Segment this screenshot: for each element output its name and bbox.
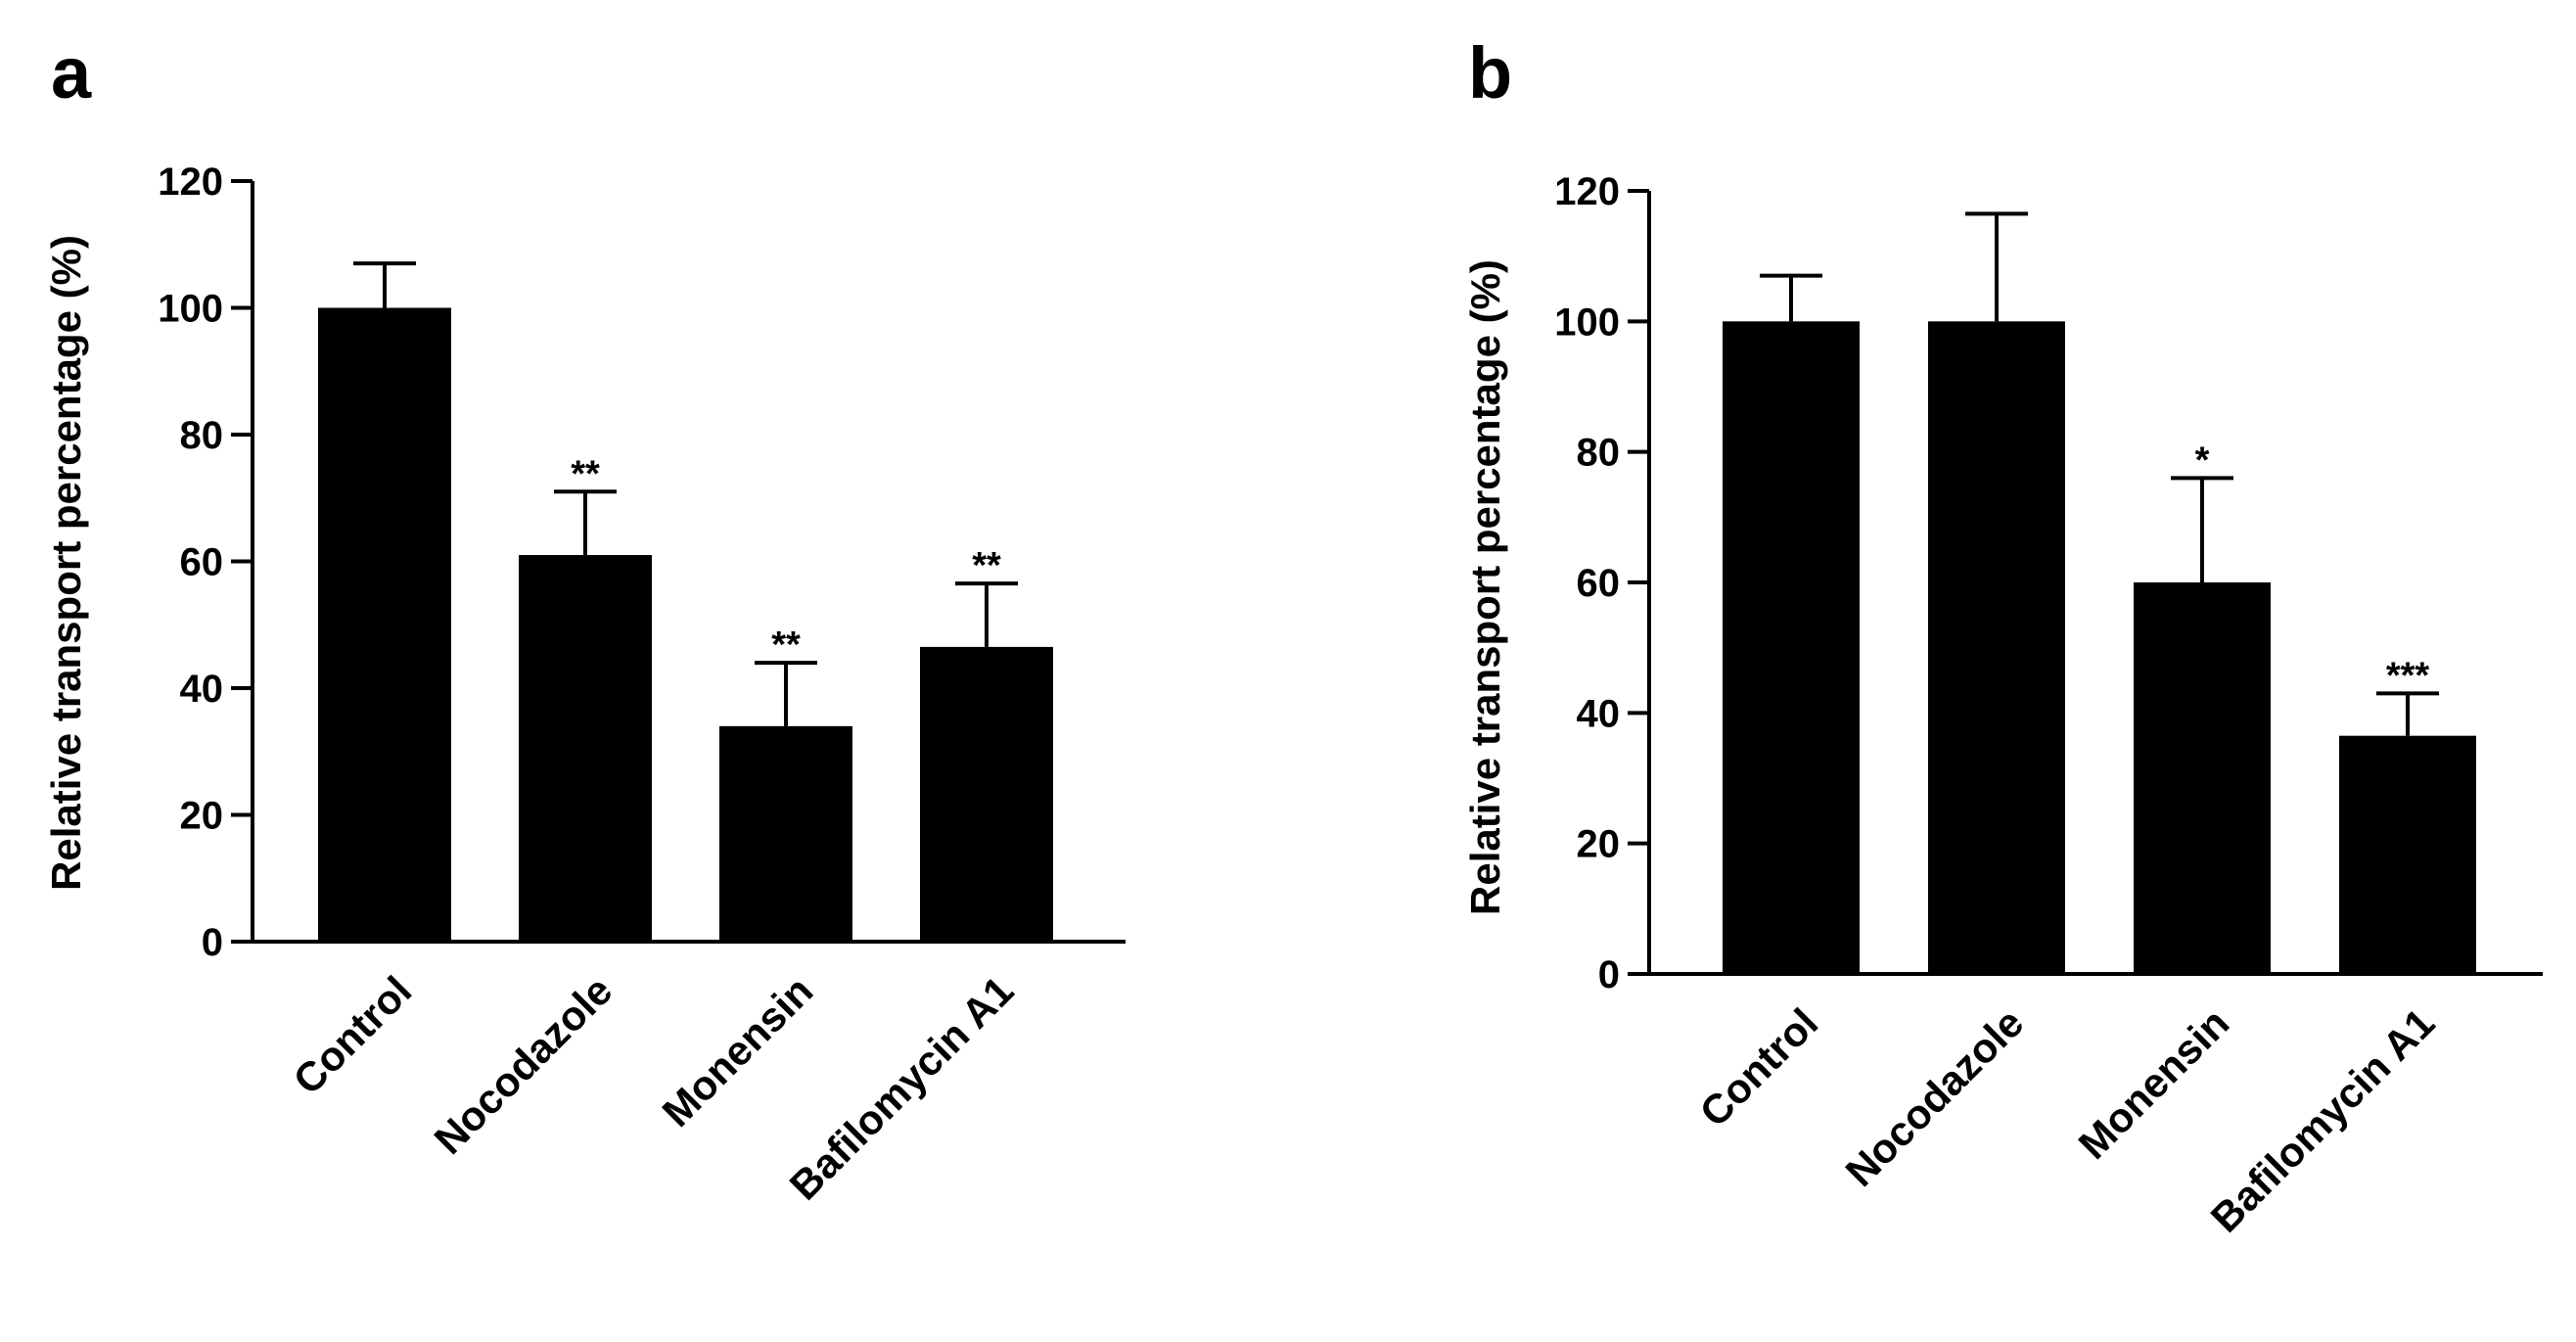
bar-nocodazole xyxy=(1928,321,2065,974)
y-tick-label: 20 xyxy=(1577,823,1621,866)
x-tick-label: Control xyxy=(1691,999,1827,1135)
y-tick-label: 0 xyxy=(202,921,223,964)
panel-letter: a xyxy=(51,32,92,114)
panel-letter: b xyxy=(1468,32,1512,114)
significance-marker: ** xyxy=(771,625,801,666)
significance-marker: ** xyxy=(972,545,1001,586)
y-tick-label: 80 xyxy=(1577,432,1621,475)
x-tick-label: Control xyxy=(285,967,421,1103)
y-tick-label: 40 xyxy=(1577,692,1621,735)
x-tick-label: Monensin xyxy=(2070,999,2238,1168)
y-tick-label: 80 xyxy=(180,414,224,457)
x-tick-label: Bafilomycin A1 xyxy=(2202,999,2444,1241)
bar-monensin xyxy=(2134,582,2271,974)
bar-bafilomycin-a1 xyxy=(2339,735,2476,974)
y-tick-label: 40 xyxy=(180,668,224,711)
bar-nocodazole xyxy=(519,555,652,942)
bar-control xyxy=(1723,321,1860,974)
y-tick-label: 0 xyxy=(1598,953,1620,996)
y-tick-label: 100 xyxy=(158,288,223,331)
x-tick-label: Nocodazole xyxy=(1836,999,2032,1195)
bar-bafilomycin-a1 xyxy=(920,646,1053,942)
bar-control xyxy=(318,307,451,942)
y-tick-label: 120 xyxy=(1554,170,1620,213)
y-tick-label: 60 xyxy=(180,541,224,584)
significance-marker: *** xyxy=(2386,655,2430,696)
y-axis-label: Relative transport percentage (%) xyxy=(43,235,89,891)
panel-b: b Relative transport percentage (%) 0 20 40 6… xyxy=(1462,32,2543,1241)
x-tick-label: Monensin xyxy=(654,967,822,1135)
significance-marker: * xyxy=(2195,440,2210,481)
significance-marker: ** xyxy=(571,453,600,494)
panel-a: a Relative transport percentage (%) 0 20 40 6… xyxy=(43,32,1126,1209)
y-tick-label: 100 xyxy=(1554,301,1620,344)
x-tick-label: Nocodazole xyxy=(425,967,621,1163)
y-tick-label: 120 xyxy=(158,161,223,204)
y-axis-label: Relative transport percentage (%) xyxy=(1462,259,1508,915)
y-tick-label: 20 xyxy=(180,795,224,838)
y-tick-label: 60 xyxy=(1577,562,1621,605)
bar-monensin xyxy=(719,725,852,942)
